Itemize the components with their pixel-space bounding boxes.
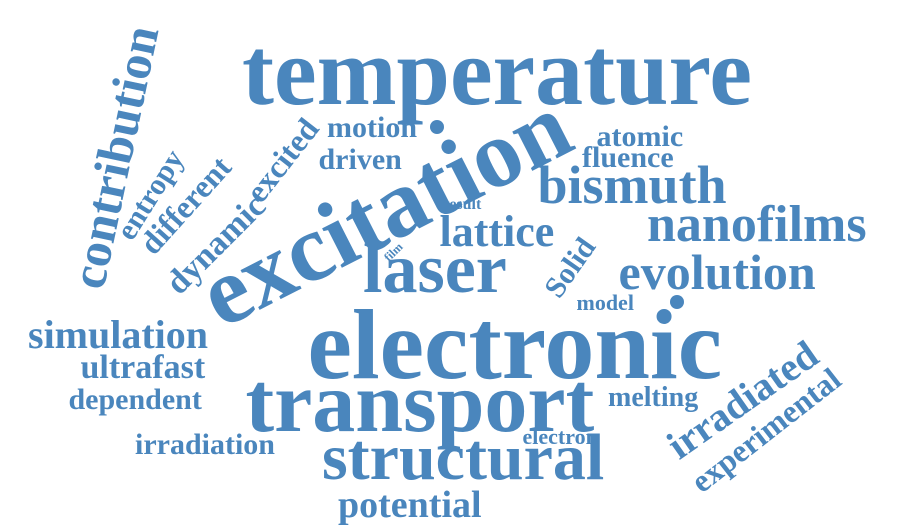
word-nanofilms: nanofilms: [647, 196, 867, 253]
word-driven: driven: [318, 143, 402, 176]
word-electron: electron: [522, 424, 598, 449]
word-lattice: lattice: [439, 207, 555, 256]
word-laser: laser: [363, 231, 507, 308]
word-dependent: dependent: [68, 383, 202, 416]
word-evolution: evolution: [618, 244, 816, 300]
dot-mark: [670, 295, 684, 309]
word-simulation: simulation: [28, 312, 209, 357]
word-transport: transport: [245, 354, 595, 450]
word-melting: melting: [608, 382, 699, 413]
word-motion: motion: [327, 111, 417, 144]
word-result: result: [442, 196, 482, 213]
word-potential: potential: [338, 484, 482, 526]
word-irradiation: irradiation: [135, 428, 275, 461]
word-bismuth: bismuth: [537, 155, 727, 215]
word-model: model: [576, 290, 634, 315]
word-structural: structural: [322, 421, 605, 494]
word-fluence: fluence: [582, 141, 674, 174]
word-ultrafast: ultrafast: [80, 349, 206, 386]
word-atomic: atomic: [596, 120, 684, 153]
word-electronic: electronic: [307, 289, 723, 400]
dot-mark: [430, 120, 444, 134]
word-temperature: temperature: [242, 18, 752, 125]
